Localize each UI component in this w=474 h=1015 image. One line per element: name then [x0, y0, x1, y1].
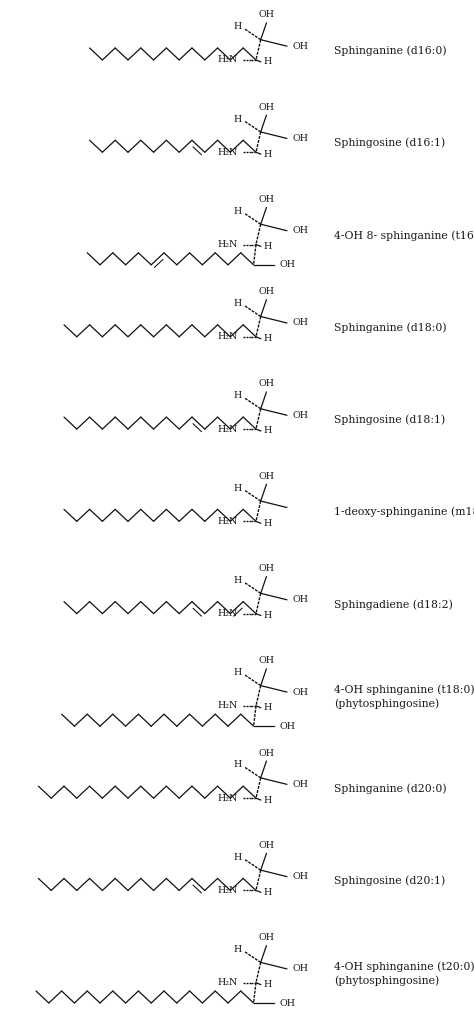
Text: OH: OH — [280, 722, 296, 731]
Text: OH: OH — [258, 103, 274, 112]
Text: H₂N: H₂N — [218, 424, 238, 433]
Text: H: H — [234, 207, 242, 216]
Text: 4-OH 8- sphinganine (t16:1): 4-OH 8- sphinganine (t16:1) — [334, 230, 474, 241]
Text: OH: OH — [292, 319, 309, 328]
Text: H: H — [263, 334, 271, 343]
Text: OH: OH — [258, 933, 274, 942]
Text: 4-OH sphinganine (t18:0)
(phytosphingosine): 4-OH sphinganine (t18:0) (phytosphingosi… — [334, 684, 474, 708]
Text: OH: OH — [258, 748, 274, 757]
Text: H₂N: H₂N — [218, 609, 238, 618]
Text: H₂N: H₂N — [218, 886, 238, 895]
Text: Sphingosine (d16:1): Sphingosine (d16:1) — [334, 138, 446, 148]
Text: H₂N: H₂N — [218, 978, 238, 988]
Text: H: H — [234, 853, 242, 862]
Text: H: H — [263, 980, 271, 989]
Text: OH: OH — [258, 10, 274, 19]
Text: OH: OH — [292, 687, 309, 696]
Text: OH: OH — [258, 840, 274, 850]
Text: OH: OH — [292, 42, 309, 51]
Text: OH: OH — [258, 287, 274, 296]
Text: OH: OH — [292, 780, 309, 789]
Text: OH: OH — [292, 595, 309, 604]
Text: OH: OH — [280, 999, 296, 1008]
Text: H₂N: H₂N — [218, 701, 238, 710]
Text: OH: OH — [292, 411, 309, 420]
Text: H: H — [234, 668, 242, 677]
Text: Sphinganine (d20:0): Sphinganine (d20:0) — [334, 784, 447, 794]
Text: Sphingosine (d18:1): Sphingosine (d18:1) — [334, 414, 446, 425]
Text: H: H — [263, 426, 271, 435]
Text: 4-OH sphinganine (t20:0)
(phytosphingosine): 4-OH sphinganine (t20:0) (phytosphingosi… — [334, 961, 474, 986]
Text: OH: OH — [280, 260, 296, 269]
Text: H: H — [234, 576, 242, 585]
Text: OH: OH — [292, 134, 309, 143]
Text: Sphingadiene (d18:2): Sphingadiene (d18:2) — [334, 599, 453, 610]
Text: Sphinganine (d16:0): Sphinganine (d16:0) — [334, 46, 447, 56]
Text: H: H — [234, 115, 242, 124]
Text: H₂N: H₂N — [218, 517, 238, 526]
Text: H₂N: H₂N — [218, 332, 238, 341]
Text: Sphinganine (d18:0): Sphinganine (d18:0) — [334, 323, 447, 333]
Text: H: H — [234, 392, 242, 400]
Text: H: H — [234, 483, 242, 492]
Text: H: H — [263, 796, 271, 805]
Text: H: H — [263, 703, 271, 713]
Text: OH: OH — [258, 472, 274, 481]
Text: H: H — [263, 888, 271, 897]
Text: OH: OH — [292, 226, 309, 235]
Text: H: H — [234, 299, 242, 309]
Text: OH: OH — [292, 872, 309, 881]
Text: H: H — [263, 149, 271, 158]
Text: OH: OH — [258, 380, 274, 389]
Text: H: H — [263, 242, 271, 251]
Text: OH: OH — [258, 564, 274, 573]
Text: OH: OH — [258, 657, 274, 665]
Text: H₂N: H₂N — [218, 56, 238, 65]
Text: OH: OH — [258, 195, 274, 204]
Text: H: H — [263, 57, 271, 66]
Text: H: H — [234, 945, 242, 954]
Text: H₂N: H₂N — [218, 148, 238, 156]
Text: OH: OH — [292, 964, 309, 973]
Text: H₂N: H₂N — [218, 240, 238, 249]
Text: H: H — [234, 22, 242, 31]
Text: 1-deoxy-sphinganine (m18:0): 1-deoxy-sphinganine (m18:0) — [334, 506, 474, 518]
Text: H: H — [263, 611, 271, 620]
Text: H: H — [234, 760, 242, 769]
Text: H₂N: H₂N — [218, 794, 238, 803]
Text: Sphingosine (d20:1): Sphingosine (d20:1) — [334, 876, 446, 886]
Text: H: H — [263, 519, 271, 528]
